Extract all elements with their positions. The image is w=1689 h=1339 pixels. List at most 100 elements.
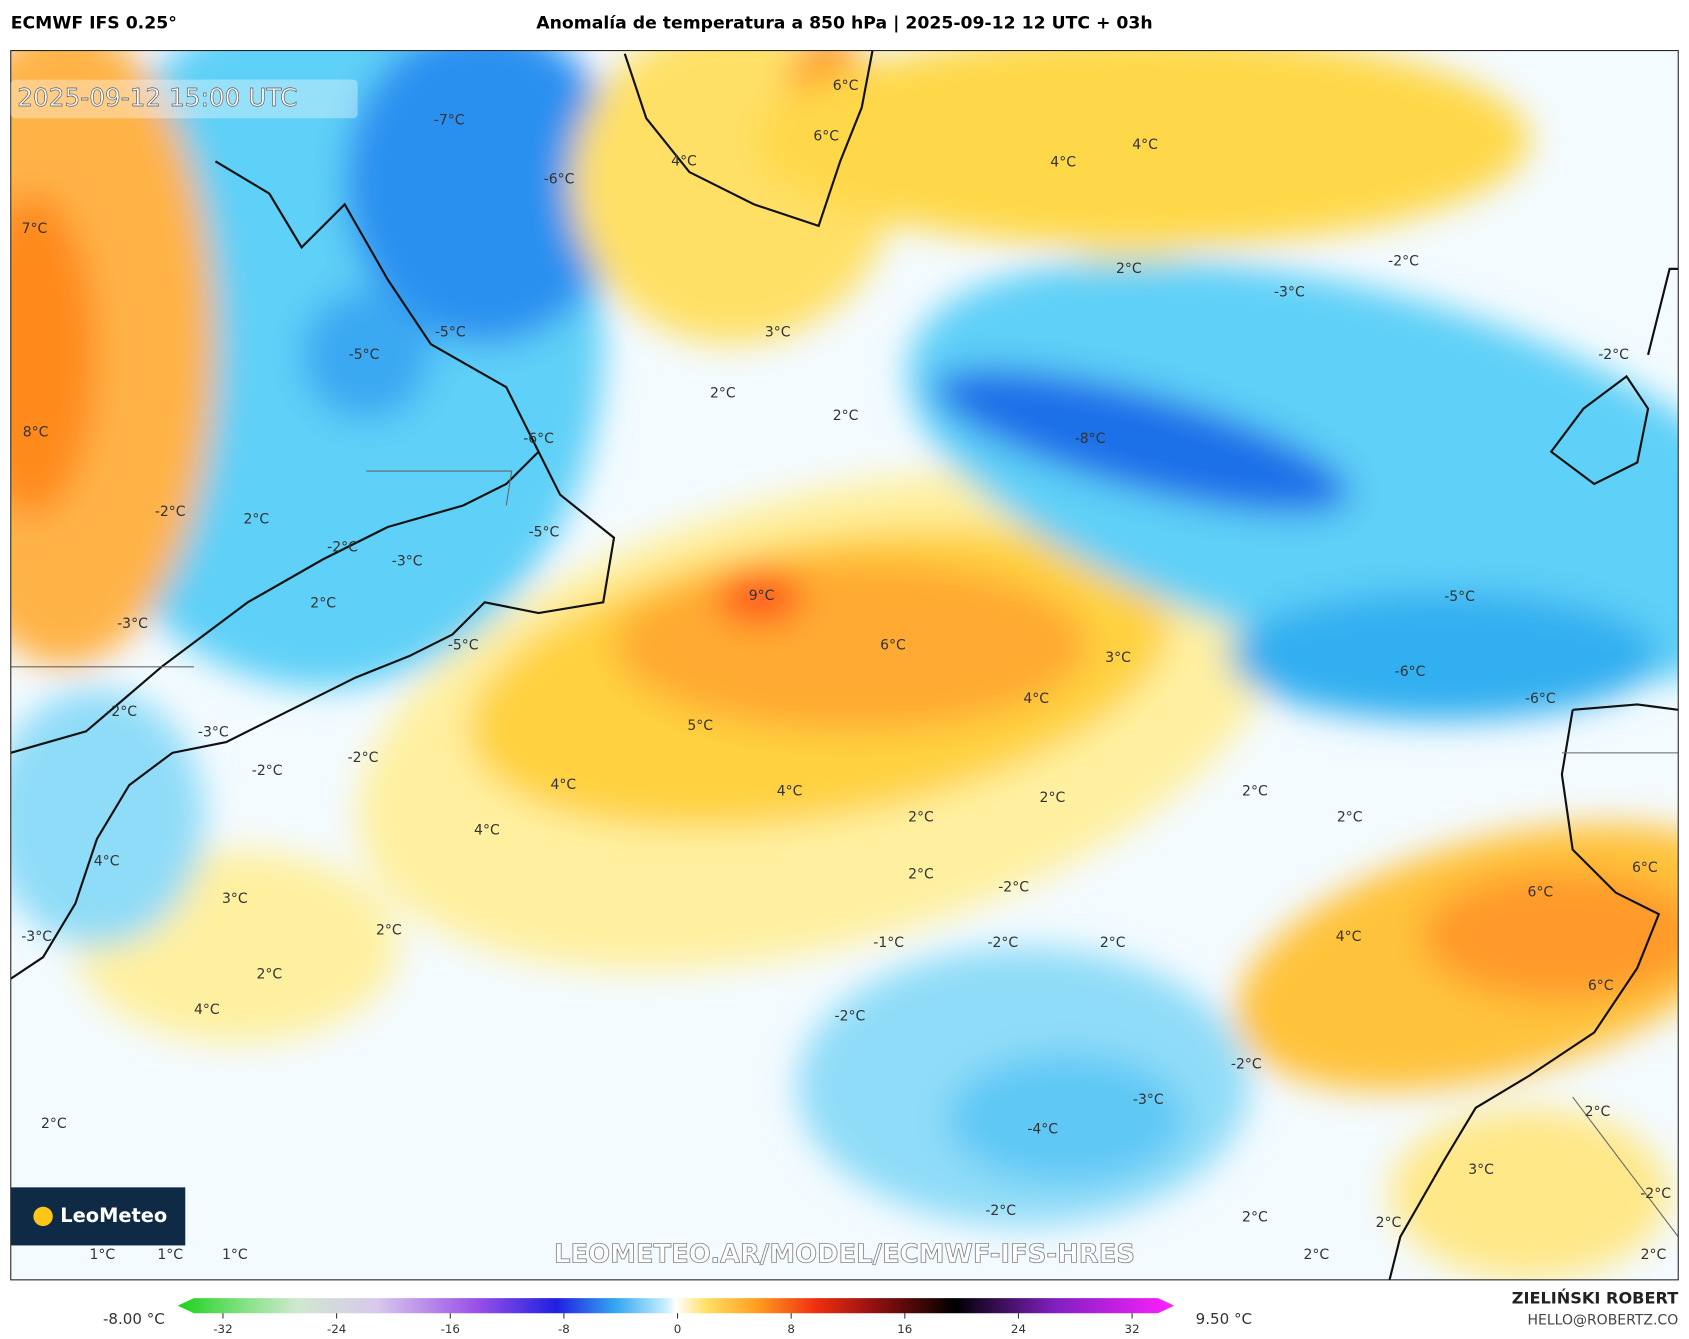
contour-label: 2°C [710, 386, 736, 402]
contour-label: -5°C [448, 637, 479, 653]
colorbar-tick-label: 16 [897, 1322, 912, 1336]
contour-label: 2°C [310, 595, 336, 611]
contour-label: 6°C [813, 129, 839, 145]
contour-label: -6°C [1395, 664, 1426, 680]
contour-label: -2°C [252, 763, 283, 779]
contour-label: -5°C [1444, 589, 1475, 605]
time-box [10, 79, 358, 119]
contour-label: 2°C [1100, 935, 1126, 951]
contour-label: -2°C [998, 879, 1029, 895]
contour-label: 2°C [1585, 1104, 1611, 1120]
contour-label: 4°C [1050, 154, 1076, 170]
contour-label: -2°C [1640, 1186, 1671, 1202]
contour-label: 2°C [41, 1116, 67, 1132]
contour-label: 3°C [1468, 1162, 1494, 1178]
contour-label: 2°C [833, 408, 859, 424]
contour-label: 2°C [256, 966, 282, 982]
contour-label: -8°C [1075, 431, 1106, 447]
valid-time: 2025-09-12 15:00 UTC [17, 83, 297, 112]
contour-label: -2°C [1598, 347, 1629, 363]
contour-label: 4°C [194, 1002, 220, 1018]
colorbar [177, 1298, 1175, 1314]
contour-label: 2°C [1641, 1247, 1667, 1263]
contour-label: 2°C [1040, 790, 1066, 806]
contour-label: 8°C [23, 424, 49, 440]
contour-label: 4°C [474, 822, 500, 838]
contour-label: 4°C [671, 153, 697, 169]
contour-label: 4°C [94, 853, 120, 869]
contour-label: -2°C [327, 539, 358, 555]
contour-label: 6°C [1588, 978, 1614, 994]
contour-label: 3°C [222, 891, 248, 907]
contour-label: -3°C [1133, 1092, 1164, 1108]
contour-label: 6°C [1528, 885, 1554, 901]
contour-label: 1°C [157, 1247, 183, 1263]
contour-label: -5°C [349, 347, 380, 363]
watermark: LEOMETEO.AR/MODEL/ECMWF-IFS-HRES [554, 1240, 1135, 1270]
contour-label: -4°C [1027, 1121, 1058, 1137]
contour-label: 6°C [833, 78, 859, 94]
map-field [10, 50, 1679, 1280]
contour-label: -2°C [1231, 1057, 1262, 1073]
contour-label: 4°C [1023, 691, 1049, 707]
contour-label: 6°C [1632, 860, 1658, 876]
contour-label: 4°C [1336, 929, 1362, 945]
contour-label: -5°C [435, 324, 466, 340]
contour-label: 4°C [551, 777, 577, 793]
contour-label: 2°C [1242, 1209, 1268, 1225]
contour-label: 4°C [777, 784, 803, 800]
contour-label: 2°C [1376, 1215, 1402, 1231]
contour-label: -2°C [348, 750, 379, 766]
contour-label: -2°C [106, 704, 137, 720]
colorbar-tick-label: 32 [1125, 1322, 1140, 1336]
contour-label: -3°C [21, 929, 52, 945]
colorbar-tick-label: -8 [558, 1322, 570, 1336]
colorbar-tick-label: -16 [441, 1322, 460, 1336]
colorbar-tick-label: 24 [1011, 1322, 1026, 1336]
colorbar-max: 9.50 °C [1196, 1310, 1252, 1328]
contour-label: -1°C [873, 935, 904, 951]
contour-label: -5°C [529, 524, 560, 540]
logo: LeoMeteo [60, 1204, 167, 1227]
contour-label: -6°C [1525, 691, 1556, 707]
colorbar-tick-label: -24 [327, 1322, 346, 1336]
colorbar-min: -8.00 °C [103, 1310, 165, 1328]
contour-label: -7°C [434, 112, 465, 128]
colorbar-tick-label: 0 [674, 1322, 682, 1336]
colorbar-tick-label: 8 [787, 1322, 795, 1336]
contour-label: -2°C [1388, 253, 1419, 269]
contour-label: 6°C [880, 637, 906, 653]
contour-label: -6°C [544, 172, 575, 188]
contour-label: -6°C [523, 431, 554, 447]
contour-label: 2°C [1303, 1247, 1329, 1263]
contour-label: 2°C [1337, 809, 1363, 825]
contour-label: 2°C [908, 866, 934, 882]
contour-label: 7°C [22, 221, 48, 237]
contour-label: 3°C [1105, 650, 1131, 666]
contour-label: -2°C [155, 504, 186, 520]
contour-label: -2°C [835, 1008, 866, 1024]
contour-label: -3°C [117, 616, 148, 632]
contour-label: -2°C [987, 935, 1018, 951]
contour-label: 2°C [376, 922, 402, 938]
logo-sun [33, 1206, 53, 1227]
colorbar-tick-label: -32 [213, 1322, 232, 1336]
contour-label: 2°C [1242, 784, 1268, 800]
contour-label: 5°C [687, 718, 713, 734]
model-name: ECMWF IFS 0.25° [11, 14, 177, 34]
contour-label: -3°C [392, 553, 423, 569]
contour-label: 2°C [244, 511, 270, 527]
contact: HELLO@ROBERTZ.CO [1527, 1313, 1678, 1329]
contour-label: 1°C [89, 1247, 115, 1263]
map-title: Anomalía de temperatura a 850 hPa | 2025… [536, 14, 1152, 34]
contour-label: 2°C [1116, 261, 1142, 277]
contour-label: 4°C [1132, 137, 1158, 153]
contour-label: -3°C [1274, 285, 1305, 301]
contour-label: 3°C [765, 324, 791, 340]
contour-label: -2°C [985, 1203, 1016, 1219]
author: ZIELIŃSKI ROBERT [1512, 1289, 1678, 1308]
contour-label: -3°C [198, 724, 229, 740]
contour-label: 1°C [222, 1247, 248, 1263]
contour-label: 2°C [908, 809, 934, 825]
